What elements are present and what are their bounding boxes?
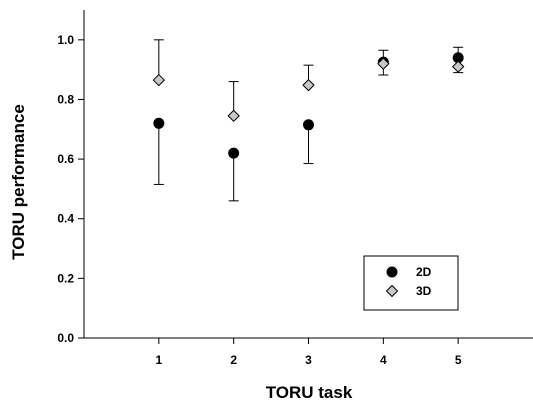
point-2D xyxy=(153,117,165,129)
y-tick-label: 0.4 xyxy=(57,212,74,226)
y-tick-label: 0.0 xyxy=(57,331,74,345)
x-tick-label: 4 xyxy=(380,353,387,367)
legend-marker-3D xyxy=(385,284,399,298)
x-tick-label: 5 xyxy=(455,353,462,367)
point-3D xyxy=(451,60,465,73)
point-2D xyxy=(303,119,314,131)
legend-label-3D: 3D xyxy=(416,284,432,298)
y-tick-label: 1.0 xyxy=(57,33,74,47)
point-3D xyxy=(227,109,240,123)
x-axis-title: TORU task xyxy=(266,383,353,402)
error-bars xyxy=(153,39,464,202)
data-points xyxy=(152,52,465,159)
x-tick-label: 1 xyxy=(155,353,162,367)
legend-box xyxy=(363,255,459,311)
y-tick-label: 0.8 xyxy=(57,92,74,106)
point-3D xyxy=(302,78,315,92)
x-tick-label: 2 xyxy=(230,353,237,367)
y-axis-title: TORU performance xyxy=(9,104,28,260)
point-3D xyxy=(377,57,390,70)
point-3D xyxy=(152,73,166,87)
legend-marker-2D xyxy=(386,266,398,278)
y-tick-label: 0.6 xyxy=(57,152,74,166)
chart-axes: 0.0 0.2 0.4 0.6 0.8 1.0 1 2 3 4 5 xyxy=(57,10,533,367)
point-2D xyxy=(228,147,240,159)
y-tick-label: 0.2 xyxy=(57,271,74,285)
legend-label-2D: 2D xyxy=(416,265,432,279)
x-tick-label: 3 xyxy=(305,353,312,367)
